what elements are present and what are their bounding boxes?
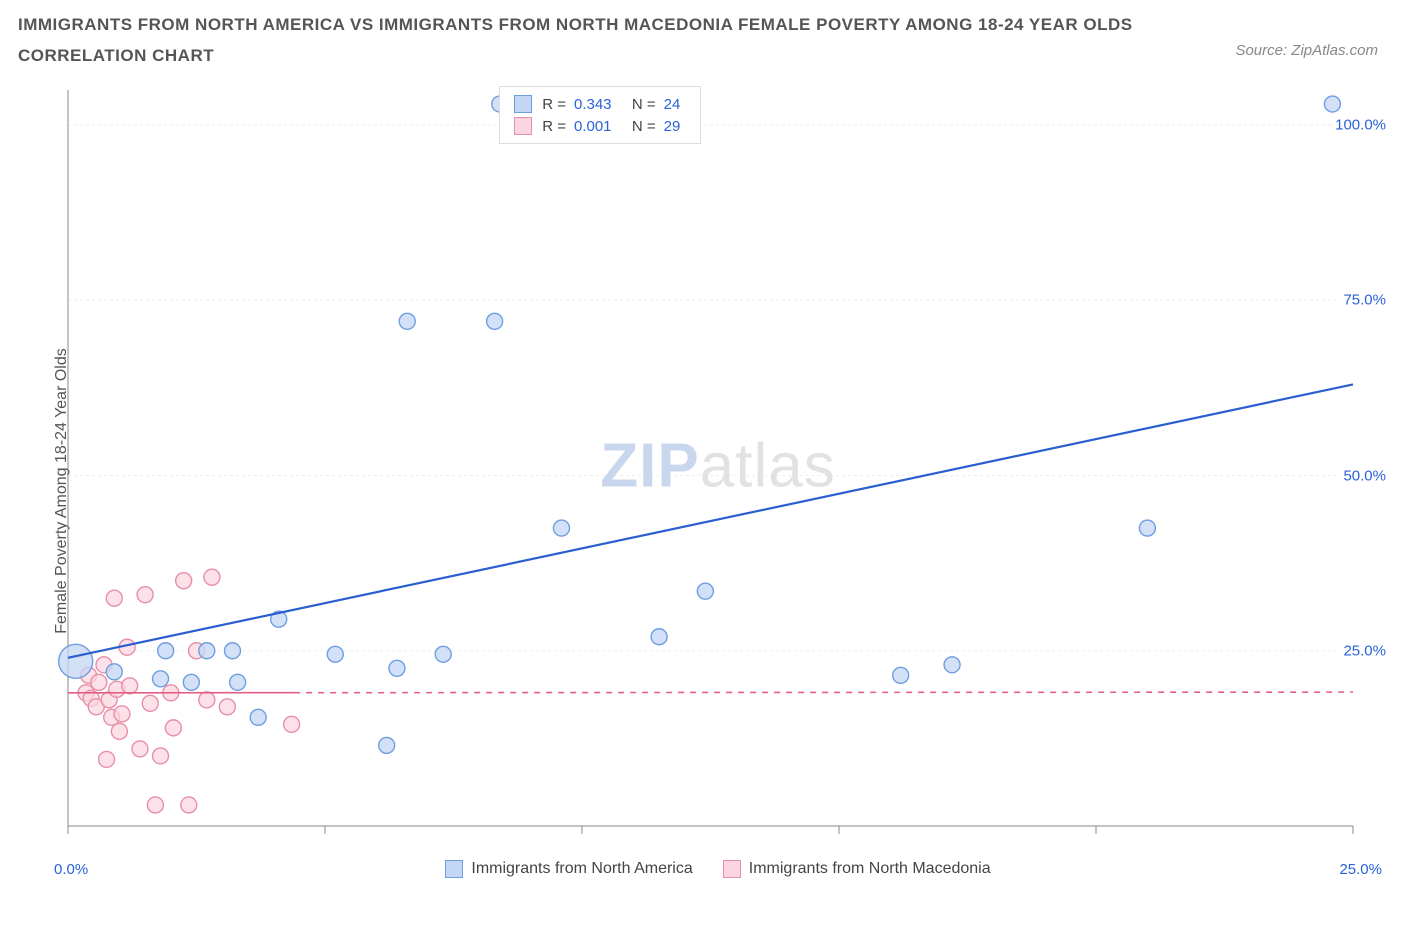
title-line-1: IMMIGRANTS FROM NORTH AMERICA VS IMMIGRA… [18, 10, 1206, 41]
legend-n-value: 29 [664, 118, 681, 135]
legend-r-label: R = [538, 118, 566, 135]
legend-swatch [723, 860, 741, 878]
legend-swatch [514, 95, 532, 113]
legend-stat-row: R = 0.343 N = 24 [514, 93, 686, 115]
scatter-plot [54, 86, 1363, 852]
legend-bottom: 0.0% Immigrants from North AmericaImmigr… [54, 860, 1382, 878]
legend-swatch [445, 860, 463, 878]
legend-r-label: R = [538, 96, 566, 113]
legend-series-items: Immigrants from North America Immigrants … [445, 860, 990, 878]
legend-r-value: 0.001 [574, 118, 612, 135]
legend-item-label: Immigrants from North Macedonia [749, 860, 991, 878]
y-tick-label: 25.0% [1339, 642, 1386, 659]
legend-r-value: 0.343 [574, 96, 612, 113]
y-tick-label: 100.0% [1331, 117, 1386, 134]
title-line-2: CORRELATION CHART [18, 41, 1206, 72]
legend-item: Immigrants from North America [445, 860, 692, 878]
chart-title-block: IMMIGRANTS FROM NORTH AMERICA VS IMMIGRA… [18, 10, 1206, 71]
legend-n-label: N = [624, 96, 656, 113]
y-tick-label: 50.0% [1339, 467, 1386, 484]
legend-item-label: Immigrants from North America [471, 860, 692, 878]
legend-swatch [514, 117, 532, 135]
x-axis-max-label: 25.0% [1339, 861, 1382, 878]
y-tick-label: 75.0% [1339, 292, 1386, 309]
chart-area: Female Poverty Among 18-24 Year Olds ZIP… [54, 86, 1382, 878]
legend-n-value: 24 [664, 96, 681, 113]
legend-stat-row: R = 0.001 N = 29 [514, 115, 686, 137]
legend-correlation-stats: R = 0.343 N = 24 R = 0.001 N = 29 [499, 86, 701, 144]
legend-item: Immigrants from North Macedonia [723, 860, 991, 878]
legend-n-label: N = [624, 118, 656, 135]
x-axis-origin-label: 0.0% [54, 861, 88, 878]
source-attribution: Source: ZipAtlas.com [1235, 42, 1378, 59]
